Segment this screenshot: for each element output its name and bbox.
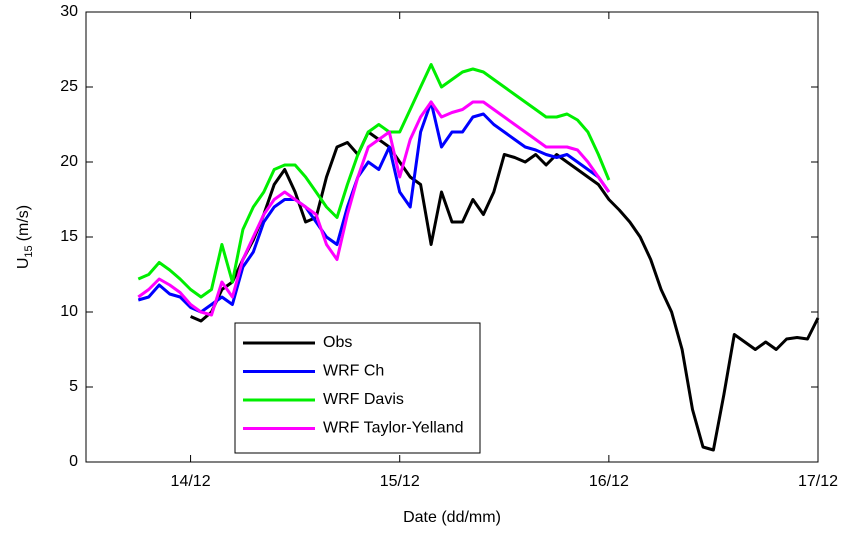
legend-label: WRF Taylor-Yelland <box>323 420 464 437</box>
legend-box <box>234 322 481 454</box>
legend-label: WRF Davis <box>323 391 404 408</box>
y-tick-label: 15 <box>60 228 78 245</box>
y-tick-label: 30 <box>60 3 78 20</box>
y-axis-label: U15 (m/s) <box>15 205 35 269</box>
y-label-unit: (m/s) <box>15 205 32 241</box>
x-tick-label: 16/12 <box>589 473 629 490</box>
x-tick-label: 15/12 <box>380 473 420 490</box>
y-tick-label: 25 <box>60 78 78 95</box>
legend-label: Obs <box>323 334 352 351</box>
legend-label: WRF Ch <box>323 363 384 380</box>
series-line <box>137 100 611 314</box>
y-tick-label: 10 <box>60 303 78 320</box>
series-line <box>137 100 611 317</box>
y-label-sub: 15 <box>23 245 35 257</box>
plot-frame <box>85 11 819 463</box>
x-tick-label: 14/12 <box>171 473 211 490</box>
y-tick-label: 20 <box>60 153 78 170</box>
series-line <box>137 63 611 299</box>
x-tick-label: 17/12 <box>798 473 838 490</box>
series-line <box>190 130 820 452</box>
legend: Obs WRF Ch WRF Davis WRF Taylor-Yelland <box>234 322 481 454</box>
y-tick-label: 5 <box>69 378 78 395</box>
x-axis-label: Date (dd/mm) <box>403 509 501 526</box>
y-label-main: U <box>15 258 32 270</box>
y-tick-label: 0 <box>69 453 78 470</box>
